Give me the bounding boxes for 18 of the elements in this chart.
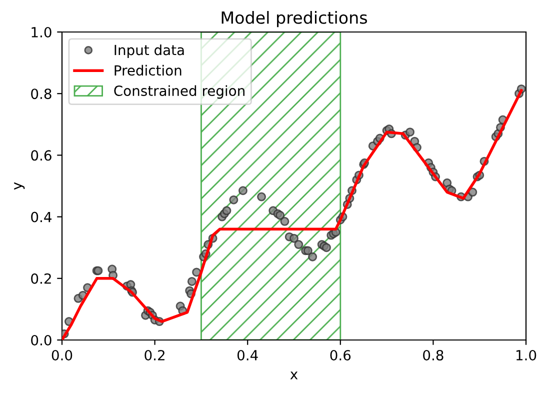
y-axis-title: y [14,182,25,190]
y-tick-label: 0.8 [31,88,52,100]
x-tick-label: 0.2 [144,350,164,360]
y-tick-label: 0.2 [31,273,51,284]
y-tick-label: 0.4 [31,212,52,222]
chart-title: Model predictions [222,11,367,28]
x-tick-label: 0.8 [423,350,444,360]
legend-label: Prediction [114,64,182,76]
x-tick-label: 1.0 [516,350,536,360]
y-tick-label: 0.0 [31,334,52,346]
x-tick-label: 0.0 [52,350,72,360]
x-tick-label: 0.4 [237,350,258,360]
x-tick-label: 0.6 [330,350,351,360]
legend-label: Input data [114,44,184,58]
x-axis-title: x [290,372,298,380]
y-tick-label: 0.6 [31,150,52,161]
y-tick-label: 1.0 [32,26,52,38]
band-label: Constrained region [114,85,244,99]
